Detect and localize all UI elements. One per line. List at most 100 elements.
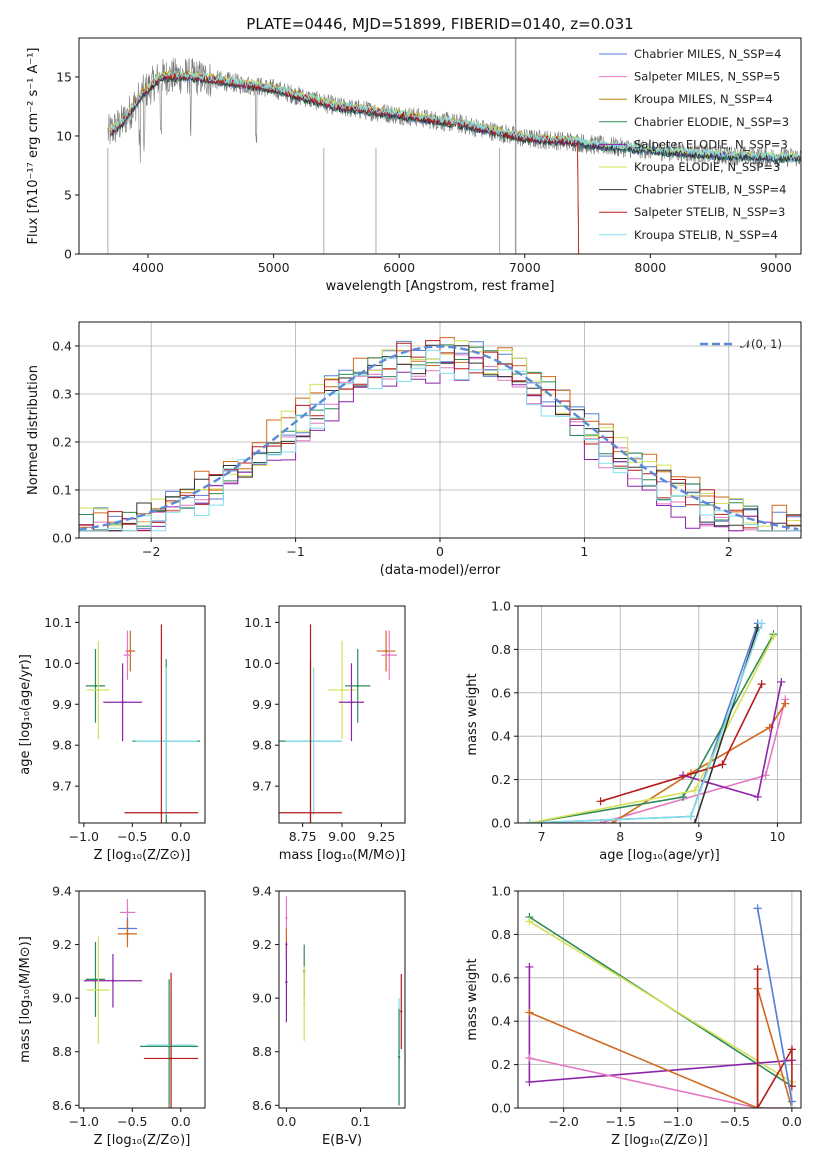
x-tick-label: 9.00 — [328, 829, 356, 844]
x-tick-label: −1 — [286, 544, 304, 559]
y-tick-label: 0.0 — [52, 531, 72, 546]
y-tick-label: 8.6 — [252, 1098, 272, 1113]
legend-entry: Salpeter ELODIE, N_SSP=3 — [634, 137, 788, 151]
data-point — [388, 653, 391, 657]
y-tick-label: 0.2 — [491, 1057, 511, 1072]
weight-marker — [679, 792, 688, 801]
frame-mass-age — [278, 605, 406, 824]
panel-residuals: −2 −1 0 1 2 0.0 0.1 0.2 0.3 0.4 (data-model)/error… — [26, 321, 802, 578]
x-tick-label: 0.0 — [276, 1114, 296, 1129]
weight-marker — [690, 819, 699, 823]
y-axis-label: Flux [fλ10⁻¹⁷ erg cm⁻² s⁻¹ A⁻¹] — [26, 48, 41, 245]
frame-ebv-mass — [278, 890, 406, 1109]
plot-area-ebv-mass — [285, 896, 403, 1106]
weight-marker — [787, 1097, 796, 1106]
data-point — [94, 684, 97, 688]
y-tick-label: 9.2 — [52, 937, 72, 952]
y-axis-label: Normed distribution — [26, 365, 41, 495]
y-tick-label: 15 — [56, 69, 72, 84]
panel-z-weight: −2.0 −1.5 −1.0 −0.5 0.0 0.0 0.2 0.4 0.6 0.8 1.0 Z [… — [465, 884, 802, 1149]
x-tick-label: 1 — [580, 544, 588, 559]
x-axis-label: mass [log₁₀(M/M⊙)] — [279, 848, 406, 863]
x-tick-label: 7 — [538, 829, 546, 844]
x-tick-label: −1.0 — [69, 829, 99, 844]
spectrum-frame — [78, 37, 802, 255]
plot-area-z-age — [85, 624, 201, 823]
x-axis-label: (data-model)/error — [380, 563, 501, 578]
weight-marker — [777, 677, 786, 686]
residuals-frame — [78, 321, 802, 539]
y-tick-label: 0 — [64, 247, 72, 262]
y-tick-label: 0.1 — [52, 483, 72, 498]
x-tick-label: 6000 — [383, 260, 415, 275]
data-point — [167, 1045, 171, 1048]
y-tick-label: 9.0 — [252, 991, 272, 1006]
data-point — [160, 811, 163, 814]
x-tick-label: 2 — [725, 544, 733, 559]
weight-marker — [757, 619, 766, 628]
legend-entry: Salpeter MILES, N_SSP=5 — [634, 70, 780, 84]
data-point — [126, 653, 129, 657]
x-tick-label: 8 — [616, 829, 624, 844]
y-tick-label: 10.1 — [44, 615, 72, 630]
y-tick-label: 9.8 — [252, 738, 272, 753]
y-tick-label: 10.0 — [44, 656, 72, 671]
weight-marker — [753, 904, 762, 913]
legend-entry: Chabrier ELODIE, N_SSP=3 — [634, 115, 789, 129]
weight-marker — [769, 632, 778, 641]
y-tick-label: 8.8 — [252, 1044, 272, 1059]
x-tick-label: −0.5 — [117, 1114, 147, 1129]
x-tick-label: 4000 — [132, 260, 164, 275]
weight-marker — [686, 812, 695, 821]
y-tick-label: 1.0 — [491, 599, 511, 614]
x-tick-label: 9.25 — [367, 829, 395, 844]
y-tick-label: 9.9 — [52, 697, 72, 712]
data-point — [285, 980, 288, 984]
weight-marker — [596, 797, 605, 806]
weight-line-7 — [694, 627, 759, 823]
y-tick-label: 0.2 — [52, 435, 72, 450]
data-point — [165, 739, 168, 743]
x-tick-label: 9 — [695, 829, 703, 844]
weight-marker — [525, 962, 534, 971]
x-tick-label: −0.5 — [117, 829, 147, 844]
data-point — [111, 979, 115, 982]
panel-age-weight: 7 8 9 10 0.0 0.2 0.4 0.6 0.8 1.0 age [log₁₀(age/yr… — [465, 599, 802, 863]
y-axis-label: age [log₁₀(age/yr)] — [18, 654, 33, 775]
weight-marker — [753, 965, 762, 974]
weight-marker — [525, 819, 534, 823]
model-line-9 — [110, 69, 801, 160]
y-tick-label: 8.8 — [52, 1044, 72, 1059]
weight-line-6 — [756, 969, 793, 1108]
x-tick-label: 7000 — [509, 260, 541, 275]
data-point — [121, 701, 124, 704]
y-tick-label: 5 — [64, 187, 72, 202]
x-tick-label: 0.1 — [351, 1114, 371, 1129]
weight-line-4 — [529, 1057, 792, 1108]
x-axis-label: age [log₁₀(age/yr)] — [599, 848, 720, 863]
y-axis-label: mass weight — [465, 958, 480, 1040]
weight-line-3 — [611, 703, 786, 823]
legend-entry: Chabrier MILES, N_SSP=4 — [634, 47, 781, 61]
y-tick-label: 10.0 — [244, 656, 272, 671]
y-tick-label: 0.6 — [491, 970, 511, 985]
x-tick-label: 0.0 — [171, 829, 191, 844]
figure-title: PLATE=0446, MJD=51899, FIBERID=0140, z=0… — [246, 15, 633, 33]
x-axis-label: wavelength [Angstrom, rest frame] — [326, 279, 555, 294]
legend-entry: Kroupa MILES, N_SSP=4 — [634, 92, 773, 106]
x-axis-label: Z [log₁₀(Z/Z⊙)] — [611, 1133, 708, 1148]
x-axis-label: Z [log₁₀(Z/Z⊙)] — [94, 848, 191, 863]
plot-area-z-mass — [83, 899, 199, 1108]
weight-marker — [525, 1054, 534, 1063]
y-tick-label: 0.0 — [491, 816, 511, 831]
x-tick-label: 10 — [769, 829, 785, 844]
plot-area-spectrum — [107, 38, 801, 254]
y-axis-label: mass [log₁₀(M/M⊙)] — [18, 936, 33, 1063]
data-point — [350, 701, 353, 704]
x-tick-label: 0 — [436, 544, 444, 559]
weight-marker — [753, 792, 762, 801]
model-line-6 — [110, 71, 801, 160]
plot-area-age-weight — [525, 619, 790, 823]
y-tick-label: 0.2 — [491, 772, 511, 787]
x-tick-label: 8000 — [634, 260, 666, 275]
